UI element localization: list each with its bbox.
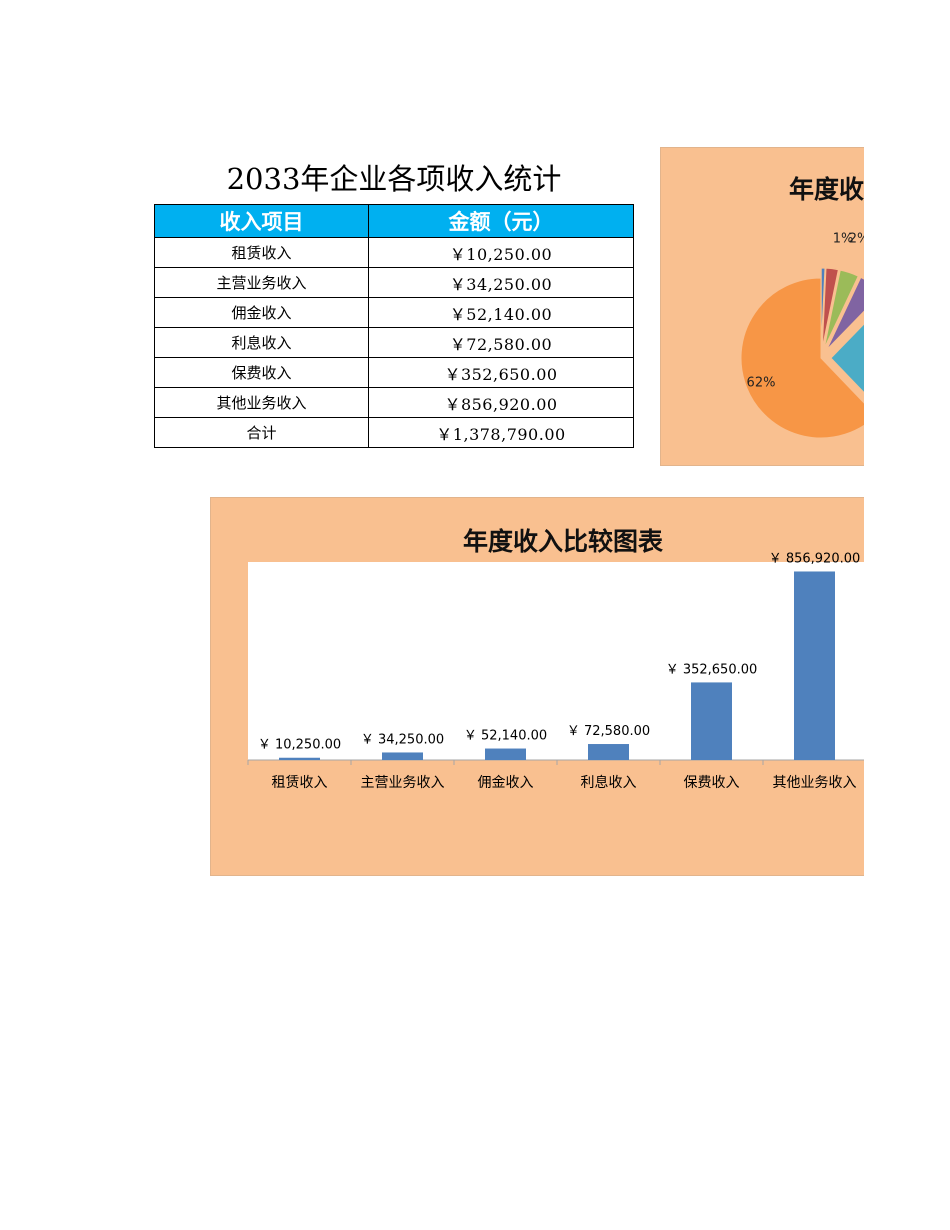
pie-slice-1[interactable] — [820, 267, 826, 349]
bar-data-label: ￥ 34,250.00 — [361, 732, 444, 747]
sheet-viewport: 2033年企业各项收入统计 收入项目 金额（元） 租赁收入 ￥10,250.00… — [154, 147, 864, 876]
bar-chart-canvas: ￥ 10,250.00 租赁收入 ￥ 34,250.00 主营业务收入 ￥ 52,140… — [247, 551, 864, 791]
sheet-title: 2033年企业各项收入统计 — [226, 162, 562, 196]
bar-6[interactable] — [794, 571, 835, 760]
header-amount: 金额（元） — [368, 204, 634, 238]
pie-slice-5[interactable] — [830, 301, 864, 416]
table-row: 保费收入 ￥352,650.00 — [154, 357, 634, 388]
amount-cell[interactable]: ￥34,250.00 — [368, 267, 634, 298]
bar-5[interactable] — [691, 682, 732, 760]
bar-3[interactable] — [485, 748, 526, 760]
amount-cell[interactable]: ￥10,250.00 — [368, 237, 634, 268]
amount-cell[interactable]: ￥52,140.00 — [368, 297, 634, 328]
item-cell[interactable]: 佣金收入 — [154, 297, 369, 328]
table-row: 租赁收入 ￥10,250.00 — [154, 237, 634, 268]
bar-chart-panel[interactable]: 年度收入比较图表 ￥ 10,250.00 租赁收入 ￥ 34,250.00 主营业务收… — [210, 497, 864, 876]
bar-plot-area — [248, 562, 864, 760]
table-row: 利息收入 ￥72,580.00 — [154, 327, 634, 358]
pie-slice-3[interactable] — [823, 269, 859, 349]
total-label-cell[interactable]: 合计 — [154, 417, 369, 448]
pie-chart-title: 年度收 — [789, 175, 864, 204]
bar-data-label: ￥ 72,580.00 — [567, 724, 650, 739]
table-row: 其他业务收入 ￥856,920.00 — [154, 387, 634, 418]
table-row-total: 合计 ￥1,378,790.00 — [154, 417, 634, 448]
bar-category-label: 利息收入 — [581, 774, 637, 791]
bar-4[interactable] — [588, 744, 629, 760]
bar-chart-title: 年度收入比较图表 — [462, 527, 663, 556]
item-cell[interactable]: 利息收入 — [154, 327, 369, 358]
table-header-row: 收入项目 金额（元） — [154, 204, 634, 238]
bar-category-label: 佣金收入 — [478, 775, 534, 791]
bar-data-label: ￥ 52,140.00 — [464, 729, 547, 744]
pie-slice-4[interactable] — [826, 276, 864, 351]
bar-2[interactable] — [382, 752, 423, 760]
pie-chart-panel[interactable]: 年度收 1% 2% 62% — [660, 147, 864, 466]
pie-slice-6[interactable] — [740, 277, 864, 439]
bar-data-label: ￥ 352,650.00 — [666, 662, 758, 677]
bar-data-label: ￥ 10,250.00 — [258, 738, 341, 753]
pie-slice-2[interactable] — [821, 267, 839, 349]
income-table: 收入项目 金额（元） 租赁收入 ￥10,250.00 主营业务收入 ￥34,25… — [154, 204, 634, 448]
item-cell[interactable]: 其他业务收入 — [154, 387, 369, 418]
amount-cell[interactable]: ￥352,650.00 — [368, 357, 634, 388]
pie-chart-canvas: 1%2% 62% — [740, 232, 864, 439]
amount-cell[interactable]: ￥856,920.00 — [368, 387, 634, 418]
item-cell[interactable]: 保费收入 — [154, 357, 369, 388]
pie-data-label: 62% — [747, 376, 776, 391]
bar-category-label: 其他业务收入 — [773, 775, 857, 791]
header-item: 收入项目 — [154, 204, 369, 238]
pie-data-label: 1% — [833, 232, 854, 247]
bar-category-label: 主营业务收入 — [361, 775, 445, 791]
bar-1[interactable] — [279, 757, 320, 760]
bar-category-label: 租赁收入 — [272, 775, 328, 791]
bar-data-label: ￥ 856,920.00 — [769, 551, 861, 566]
total-amount-cell[interactable]: ￥1,378,790.00 — [368, 417, 634, 448]
amount-cell[interactable]: ￥72,580.00 — [368, 327, 634, 358]
item-cell[interactable]: 主营业务收入 — [154, 267, 369, 298]
pie-data-label: 2% — [849, 232, 864, 247]
bar-category-label: 保费收入 — [684, 775, 740, 791]
table-row: 佣金收入 ￥52,140.00 — [154, 297, 634, 328]
table-row: 主营业务收入 ￥34,250.00 — [154, 267, 634, 298]
item-cell[interactable]: 租赁收入 — [154, 237, 369, 268]
